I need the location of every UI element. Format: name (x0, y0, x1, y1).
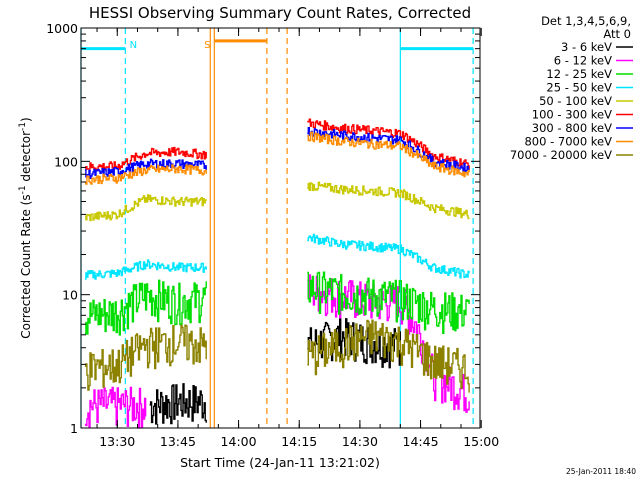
y-tick-label-2: 100 (54, 154, 78, 169)
legend-label-8: 7000 - 20000 keV (510, 148, 612, 162)
x-tick-label-3: 14:15 (281, 434, 317, 449)
y-tick-label-0: 1 (70, 421, 78, 436)
series-line-8-post_gap (307, 319, 470, 393)
legend-header-attenuator: Att 0 (603, 27, 631, 41)
generated-timestamp: 25-Jan-2011 18:40 (566, 467, 636, 476)
series-7 (84, 131, 470, 185)
flag-label-S: S (204, 40, 210, 51)
series-line-3-post_gap (307, 233, 470, 279)
series-8 (84, 319, 470, 393)
series-line-7-post_gap (307, 131, 470, 178)
series-line-3-pre_gap (84, 259, 207, 280)
legend-label-5: 100 - 300 keV (532, 108, 612, 122)
series-3 (84, 233, 470, 280)
y-axis-label-sup2: -1 (18, 122, 28, 131)
series-line-4-post_gap (307, 181, 470, 220)
series-1 (84, 274, 470, 429)
series-line-7-pre_gap (84, 164, 207, 185)
legend-label-1: 6 - 12 keV (554, 54, 612, 68)
series-line-8-pre_gap (84, 324, 207, 391)
y-axis-label-end: ) (19, 117, 33, 122)
series-4 (84, 181, 470, 222)
chart-title: HESSI Observing Summary Count Rates, Cor… (89, 4, 471, 22)
series-line-1-pre_gap (84, 386, 147, 429)
flag-label-N: N (130, 40, 137, 51)
x-tick-label-2: 14:00 (221, 434, 257, 449)
x-tick-label-4: 14:30 (342, 434, 378, 449)
x-tick-label-0: 13:30 (99, 434, 135, 449)
series-line-5-pre_gap (84, 146, 207, 171)
y-axis-label-mid: detector (19, 131, 33, 186)
legend-header-detectors: Det 1,3,4,5,6,9, (541, 14, 631, 28)
y-tick-label-3: 1000 (46, 21, 78, 36)
x-tick-label-6: 15:00 (463, 434, 499, 449)
series-line-0-pre_gap (149, 383, 207, 425)
series-line-6-pre_gap (84, 158, 207, 179)
legend-label-7: 800 - 7000 keV (524, 135, 612, 149)
y-axis-label-main: Corrected Count Rate (s (19, 194, 33, 338)
series-2 (84, 271, 470, 336)
legend-label-2: 12 - 25 keV (546, 67, 612, 81)
y-axis-label-sup1: -1 (18, 185, 28, 194)
svg-text:Corrected Count Rate (s-1 dete: Corrected Count Rate (s-1 detector-1) (18, 117, 33, 338)
legend-label-3: 25 - 50 keV (546, 81, 612, 95)
x-tick-label-5: 14:45 (403, 434, 439, 449)
legend-label-0: 3 - 6 keV (561, 40, 612, 54)
plot-frame (80, 27, 481, 429)
x-axis-label: Start Time (24-Jan-11 13:21:02) (180, 455, 380, 470)
x-tick-label-1: 13:45 (160, 434, 196, 449)
y-axis-label: Corrected Count Rate (s-1 detector-1) (18, 117, 33, 338)
series-line-1-post_gap (307, 274, 470, 413)
legend-label-4: 50 - 100 keV (539, 94, 612, 108)
series-line-2-post_gap (307, 271, 470, 334)
legend-label-6: 300 - 800 keV (532, 121, 612, 135)
series-line-4-pre_gap (84, 194, 207, 222)
series-line-2-pre_gap (84, 279, 207, 336)
y-tick-label-1: 10 (62, 288, 78, 303)
